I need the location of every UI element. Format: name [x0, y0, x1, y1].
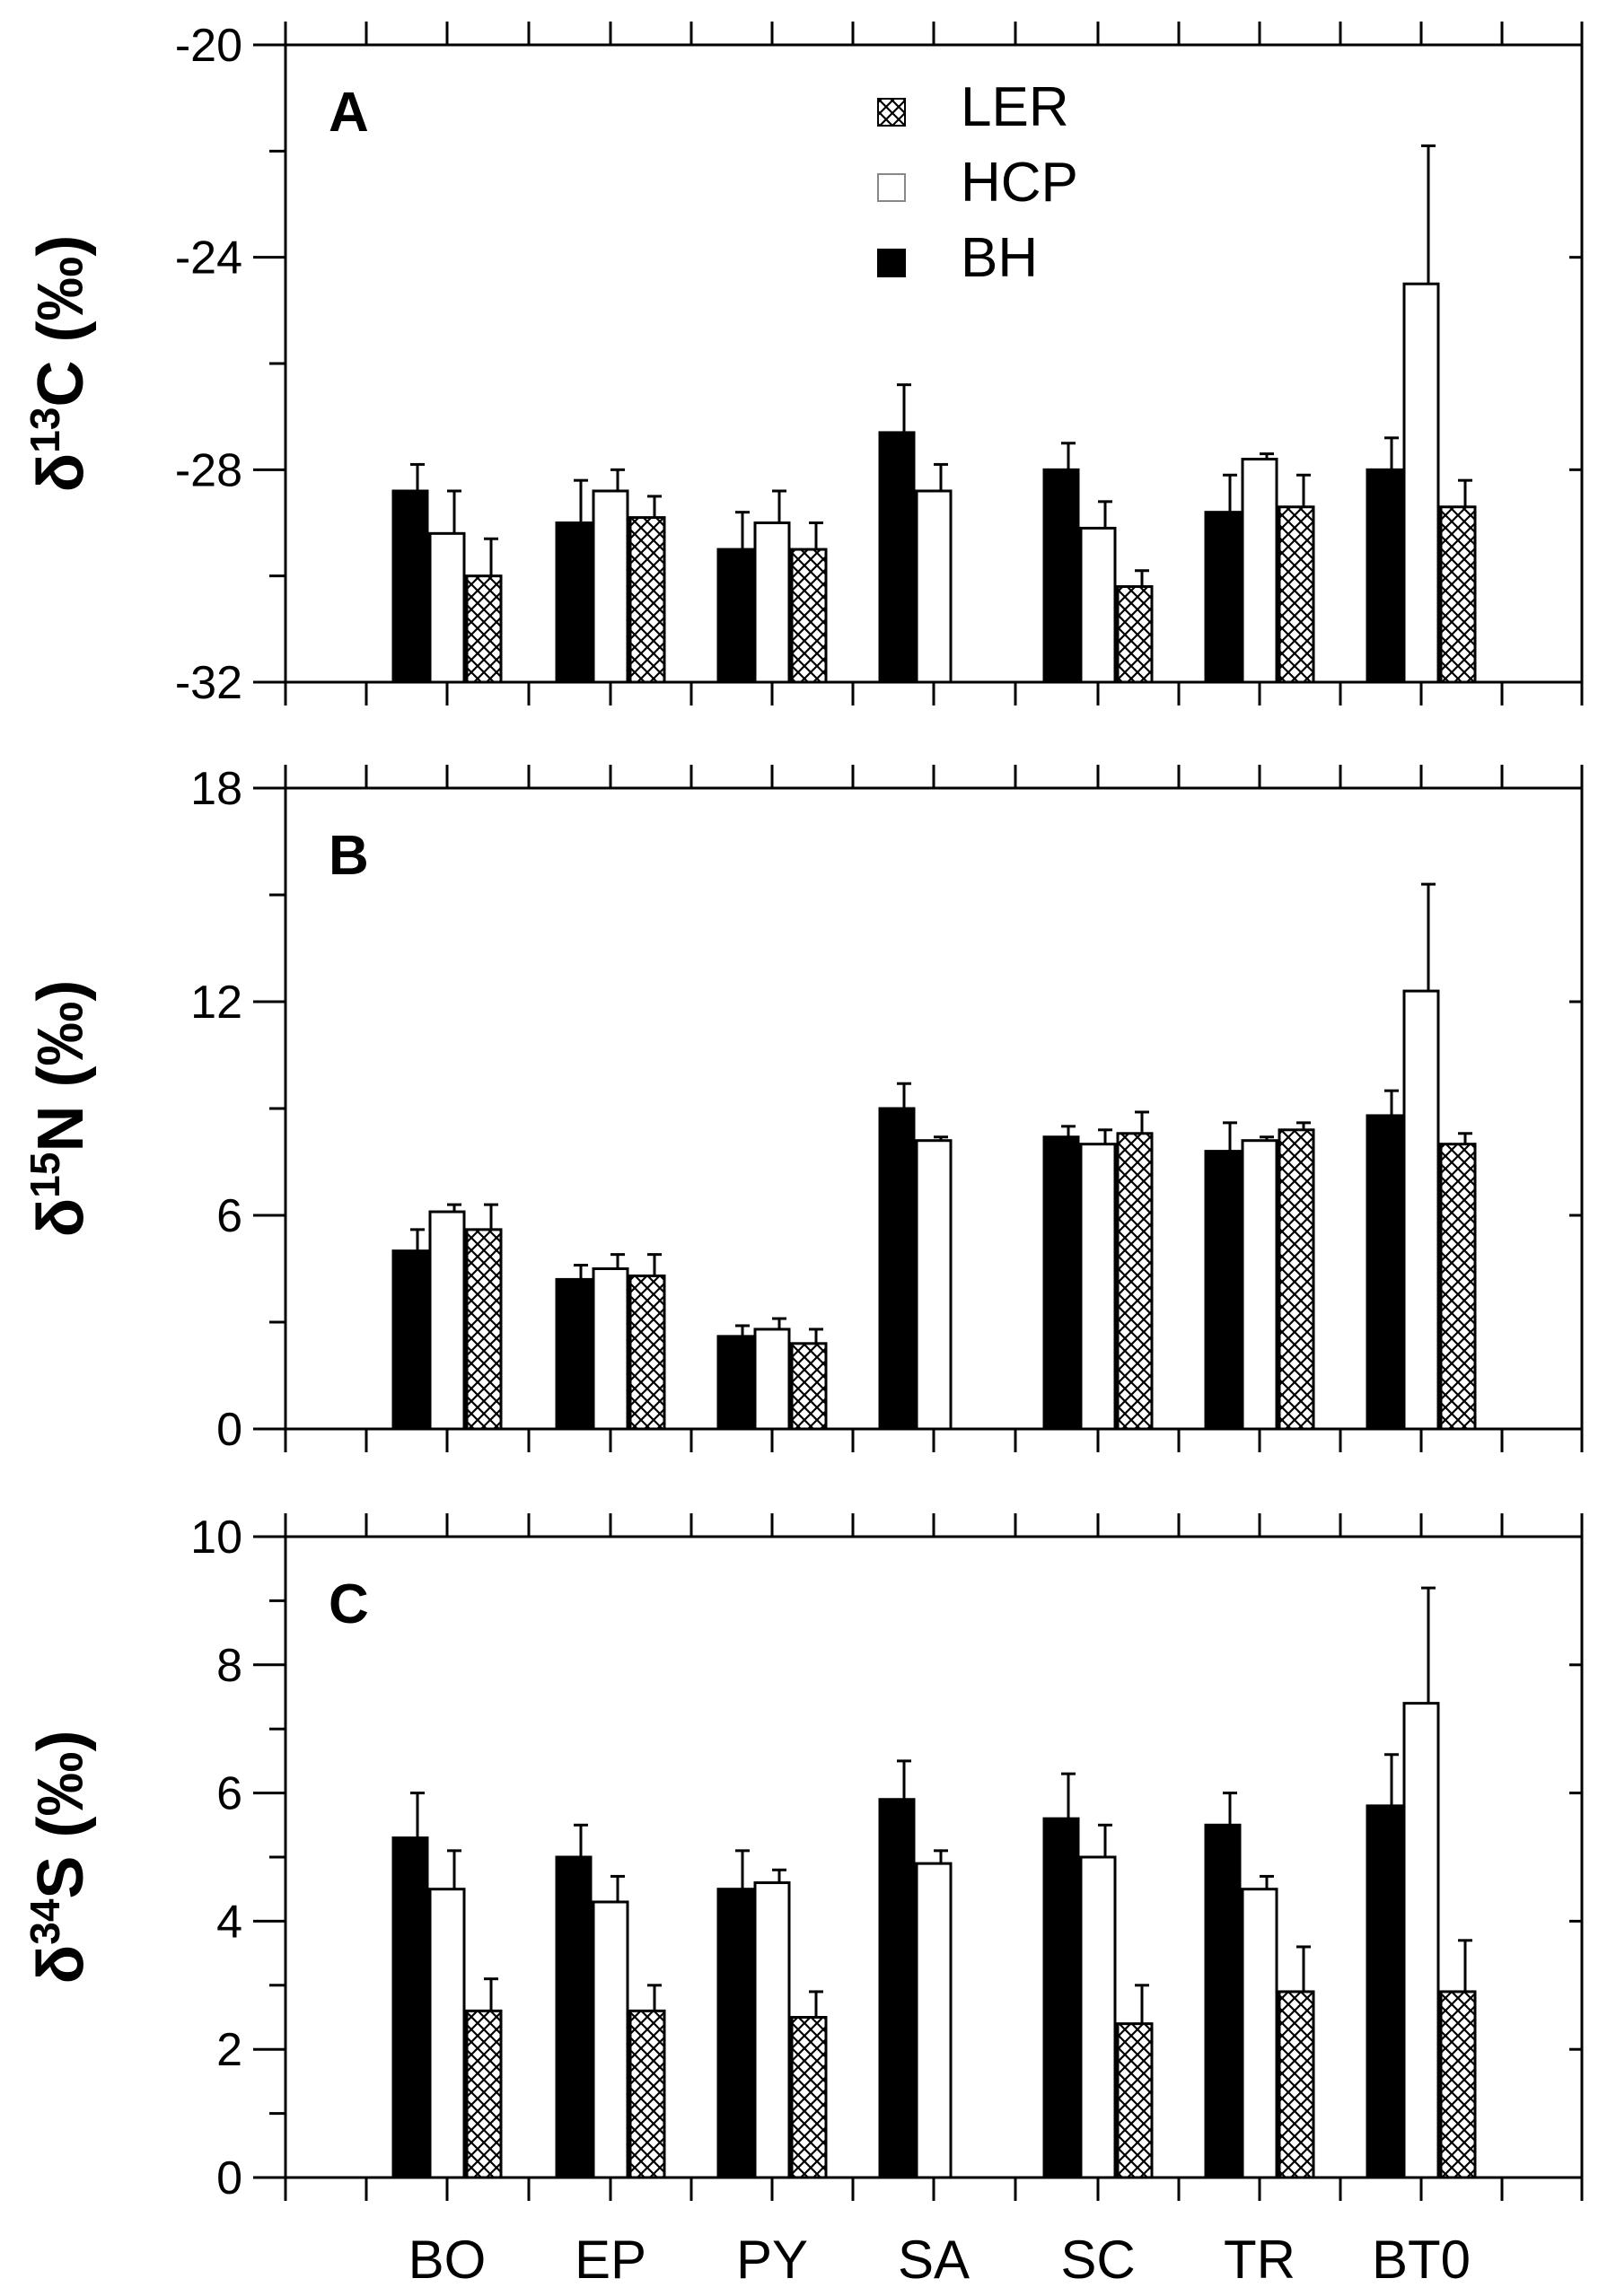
x-category-label: SC — [1060, 2230, 1135, 2290]
bar-LER-EP — [628, 2009, 666, 2179]
bar-HCP-BT0 — [1402, 282, 1440, 684]
bar-HCP-EP — [592, 489, 629, 684]
x-category-label: BT0 — [1372, 2230, 1471, 2290]
bar-HCP-SA — [915, 1139, 953, 1431]
x-category-label: BO — [408, 2230, 487, 2290]
bar-LER-PY — [790, 548, 828, 684]
bar-BH-SA — [878, 1798, 916, 2179]
y-tick-label: 2 — [216, 2024, 242, 2076]
bar-BH-TR — [1204, 511, 1242, 684]
bar-BH-PY — [716, 1335, 754, 1431]
bar-HCP-TR — [1241, 1139, 1278, 1431]
y-axis-label: δ15N (‰) — [22, 980, 97, 1238]
bar-BH-EP — [555, 1277, 593, 1431]
bar-HCP-BO — [428, 1888, 466, 2179]
legend-swatch-HCP — [877, 173, 906, 202]
bar-HCP-BT0 — [1402, 1702, 1440, 2179]
y-tick-label: 4 — [216, 1896, 242, 1948]
bar-LER-EP — [628, 516, 666, 684]
legend-label-LER: LER — [961, 76, 1069, 138]
bar-BH-SC — [1042, 468, 1080, 684]
y-tick-label: 10 — [190, 1512, 242, 1564]
legend: LER HCP BH — [877, 76, 1078, 289]
bar-HCP-SC — [1079, 1855, 1117, 2179]
bar-BH-SA — [878, 431, 916, 684]
y-tick-label: 8 — [216, 1640, 242, 1692]
bar-LER-BO — [465, 2009, 503, 2179]
y-tick-label: 12 — [190, 977, 242, 1029]
x-category-label: PY — [736, 2230, 808, 2290]
y-tick-label: -28 — [175, 444, 242, 496]
bar-BH-EP — [555, 521, 593, 684]
y-tick-label: -20 — [175, 20, 242, 72]
bar-HCP-PY — [753, 1881, 791, 2179]
bar-HCP-SA — [915, 489, 953, 684]
bar-HCP-BT0 — [1402, 989, 1440, 1431]
y-tick-label: 0 — [216, 1404, 242, 1456]
bar-BH-BT0 — [1366, 1114, 1403, 1431]
y-axis-label: δ34S (‰) — [22, 1731, 97, 1985]
x-category-label: EP — [575, 2230, 646, 2290]
legend-label-BH: BH — [961, 227, 1038, 289]
bar-BH-BO — [391, 1836, 429, 2179]
bar-LER-PY — [790, 1342, 828, 1431]
panel-letter: B — [329, 825, 369, 887]
bar-LER-BO — [465, 574, 503, 684]
bar-LER-PY — [790, 2016, 828, 2179]
legend-swatch-LER — [877, 98, 906, 127]
bar-BH-SA — [878, 1107, 916, 1431]
bar-LER-BO — [465, 1228, 503, 1431]
x-category-label: SA — [898, 2230, 970, 2290]
bar-LER-TR — [1278, 1990, 1315, 2179]
bar-HCP-TR — [1241, 1888, 1278, 2179]
bar-BH-BT0 — [1366, 468, 1403, 684]
bar-HCP-PY — [753, 1328, 791, 1431]
bar-LER-TR — [1278, 1128, 1315, 1431]
y-tick-label: 6 — [216, 1190, 242, 1242]
bar-HCP-BO — [428, 1210, 466, 1431]
bar-LER-SC — [1116, 2022, 1154, 2179]
bar-HCP-EP — [592, 1900, 629, 2179]
y-tick-label: 18 — [190, 763, 242, 815]
bar-LER-TR — [1278, 505, 1315, 684]
bar-BH-BO — [391, 489, 429, 684]
bar-BH-BT0 — [1366, 1804, 1403, 2179]
bar-BH-BO — [391, 1249, 429, 1431]
bar-BH-SC — [1042, 1135, 1080, 1431]
y-tick-label: 6 — [216, 1768, 242, 1820]
x-category-label: TR — [1224, 2230, 1295, 2290]
bar-HCP-TR — [1241, 458, 1278, 684]
bar-LER-SC — [1116, 1132, 1154, 1431]
bar-LER-BT0 — [1439, 505, 1477, 684]
bar-HCP-SC — [1079, 1143, 1117, 1431]
panel-letter: C — [329, 1573, 369, 1635]
bar-LER-BT0 — [1439, 1990, 1477, 2179]
bar-BH-TR — [1204, 1823, 1242, 2179]
bar-HCP-BO — [428, 531, 466, 684]
y-tick-label: 0 — [216, 2152, 242, 2204]
bar-BH-SC — [1042, 1817, 1080, 2179]
bar-BH-PY — [716, 548, 754, 684]
bar-HCP-SC — [1079, 526, 1117, 684]
bar-BH-TR — [1204, 1150, 1242, 1431]
legend-swatch-BH — [877, 249, 906, 277]
bar-LER-SC — [1116, 585, 1154, 684]
bar-LER-BT0 — [1439, 1143, 1477, 1431]
bar-HCP-SA — [915, 1862, 953, 2179]
y-tick-label: -24 — [175, 232, 242, 285]
bar-BH-EP — [555, 1855, 593, 2179]
y-axis-label: δ13C (‰) — [22, 235, 97, 493]
legend-label-HCP: HCP — [961, 152, 1078, 214]
panel-letter: A — [329, 82, 369, 144]
bar-HCP-EP — [592, 1267, 629, 1431]
bar-HCP-PY — [753, 521, 791, 684]
bar-LER-EP — [628, 1274, 666, 1431]
bar-BH-PY — [716, 1888, 754, 2179]
y-tick-label: -32 — [175, 657, 242, 709]
